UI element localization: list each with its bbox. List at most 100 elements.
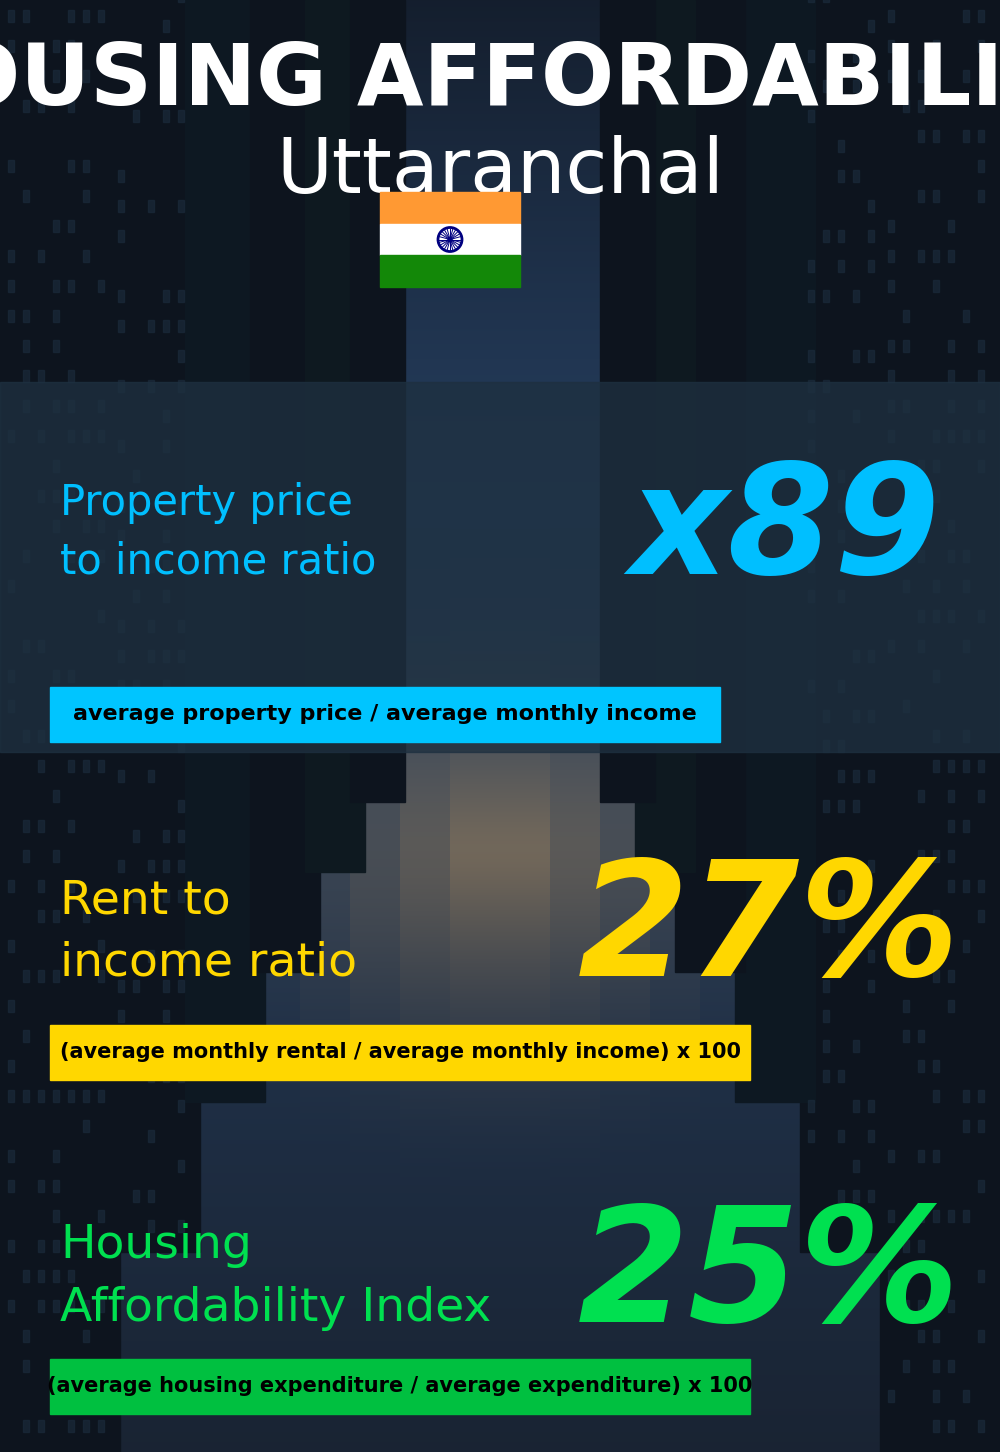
Bar — [838, 620, 844, 632]
Bar — [868, 260, 874, 272]
Bar — [98, 520, 104, 531]
Bar — [163, 20, 169, 32]
Bar — [888, 100, 894, 112]
Bar — [118, 200, 124, 212]
Bar — [823, 680, 829, 693]
Bar — [148, 800, 154, 812]
Bar — [838, 800, 844, 812]
Bar — [68, 340, 74, 351]
Bar — [903, 1210, 909, 1223]
Bar — [8, 820, 14, 832]
Bar — [963, 1420, 969, 1432]
Bar — [133, 1040, 139, 1053]
Bar — [963, 340, 969, 351]
Bar — [305, 0, 365, 873]
Bar — [53, 1390, 59, 1403]
Bar — [933, 1361, 939, 1372]
Bar — [918, 1119, 924, 1133]
Bar — [38, 730, 44, 742]
Bar — [53, 700, 59, 711]
Bar — [68, 190, 74, 202]
Bar — [23, 790, 29, 802]
Bar — [83, 970, 89, 982]
Bar — [963, 221, 969, 232]
Bar — [903, 579, 909, 592]
Bar — [933, 610, 939, 621]
Bar — [888, 1390, 894, 1403]
Bar — [963, 759, 969, 772]
Bar — [903, 1300, 909, 1313]
Bar — [903, 939, 909, 953]
Bar — [8, 669, 14, 682]
Bar — [918, 1390, 924, 1403]
Bar — [38, 100, 44, 112]
Bar — [38, 1330, 44, 1342]
Bar — [888, 10, 894, 22]
Bar — [178, 170, 184, 182]
Bar — [978, 309, 984, 322]
Bar — [148, 1101, 154, 1112]
Bar — [148, 1130, 154, 1143]
Bar — [963, 280, 969, 292]
Bar — [23, 579, 29, 592]
Bar — [933, 880, 939, 892]
Bar — [868, 921, 874, 932]
Bar — [903, 1390, 909, 1403]
Bar — [918, 939, 924, 953]
Bar — [888, 640, 894, 652]
Bar — [903, 100, 909, 112]
Bar — [53, 370, 59, 382]
Bar — [98, 669, 104, 682]
Bar — [8, 1119, 14, 1133]
Bar — [23, 190, 29, 202]
Bar — [53, 790, 59, 802]
Bar — [68, 1330, 74, 1342]
Bar — [978, 550, 984, 562]
Bar — [178, 1191, 184, 1202]
Bar — [978, 1060, 984, 1072]
Bar — [868, 1101, 874, 1112]
Bar — [963, 730, 969, 742]
Bar — [918, 100, 924, 112]
Bar — [933, 640, 939, 652]
Bar — [853, 170, 859, 182]
Bar — [853, 1130, 859, 1143]
Bar — [178, 741, 184, 752]
Bar — [838, 1101, 844, 1112]
Bar — [38, 520, 44, 531]
Bar — [888, 1361, 894, 1372]
Bar — [163, 921, 169, 932]
Bar — [50, 1359, 750, 1414]
Bar — [868, 229, 874, 242]
Bar — [178, 860, 184, 873]
Bar — [68, 10, 74, 22]
Bar — [853, 980, 859, 992]
Bar — [963, 100, 969, 112]
Bar — [948, 610, 954, 621]
Bar — [888, 41, 894, 52]
Bar — [118, 470, 124, 482]
Bar — [148, 710, 154, 722]
Bar — [23, 700, 29, 711]
Bar — [978, 460, 984, 472]
Bar — [178, 1011, 184, 1022]
Bar — [133, 741, 139, 752]
Bar — [23, 939, 29, 953]
Bar — [838, 290, 844, 302]
Bar — [933, 1390, 939, 1403]
Bar — [133, 350, 139, 362]
Bar — [903, 880, 909, 892]
Bar — [868, 1011, 874, 1022]
Bar — [163, 229, 169, 242]
Bar — [23, 131, 29, 142]
Bar — [178, 890, 184, 902]
Bar — [68, 1210, 74, 1223]
Bar — [53, 1060, 59, 1072]
Bar — [38, 910, 44, 922]
Bar — [98, 70, 104, 81]
Bar — [808, 831, 814, 842]
Bar — [8, 1000, 14, 1012]
Bar — [868, 680, 874, 693]
Bar — [903, 41, 909, 52]
Bar — [903, 10, 909, 22]
